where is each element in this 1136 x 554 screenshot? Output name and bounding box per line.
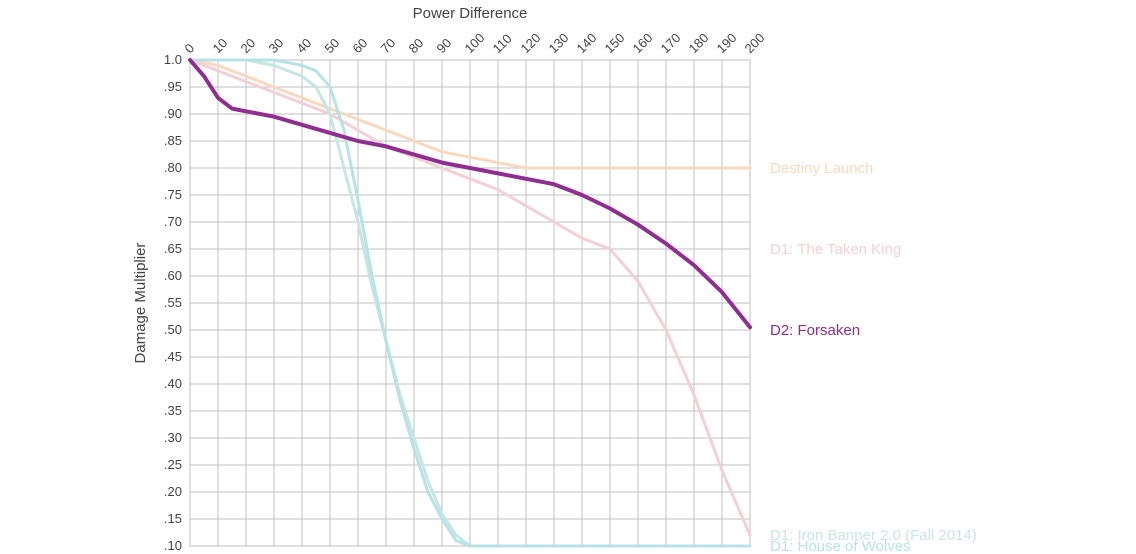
svg-text:.75: .75 <box>164 187 182 202</box>
svg-text:.80: .80 <box>164 160 182 175</box>
svg-text:1.0: 1.0 <box>164 52 182 67</box>
legend-label-forsaken: D2: Forsaken <box>770 322 860 339</box>
chart-svg: 0102030405060708090100110120130140150160… <box>0 0 1136 554</box>
svg-text:.25: .25 <box>164 457 182 472</box>
chart-container: 0102030405060708090100110120130140150160… <box>0 0 1136 554</box>
svg-text:.45: .45 <box>164 349 182 364</box>
svg-text:.85: .85 <box>164 133 182 148</box>
y-axis-title: Damage Multiplier <box>132 243 149 364</box>
svg-text:.65: .65 <box>164 241 182 256</box>
svg-text:.95: .95 <box>164 79 182 94</box>
svg-text:.50: .50 <box>164 322 182 337</box>
legend-label-destiny_launch: Destiny Launch <box>770 160 873 177</box>
svg-text:.60: .60 <box>164 268 182 283</box>
legend-label-house_of_wolves: D1: House of Wolves <box>770 538 911 554</box>
svg-text:.10: .10 <box>164 538 182 553</box>
svg-text:.20: .20 <box>164 484 182 499</box>
svg-text:.40: .40 <box>164 376 182 391</box>
svg-text:.70: .70 <box>164 214 182 229</box>
svg-text:.90: .90 <box>164 106 182 121</box>
svg-text:.55: .55 <box>164 295 182 310</box>
svg-text:.35: .35 <box>164 403 182 418</box>
svg-text:.15: .15 <box>164 511 182 526</box>
svg-text:.30: .30 <box>164 430 182 445</box>
x-axis-title: Power Difference <box>413 5 528 22</box>
grid <box>190 60 750 546</box>
legend-label-taken_king: D1: The Taken King <box>770 241 901 258</box>
